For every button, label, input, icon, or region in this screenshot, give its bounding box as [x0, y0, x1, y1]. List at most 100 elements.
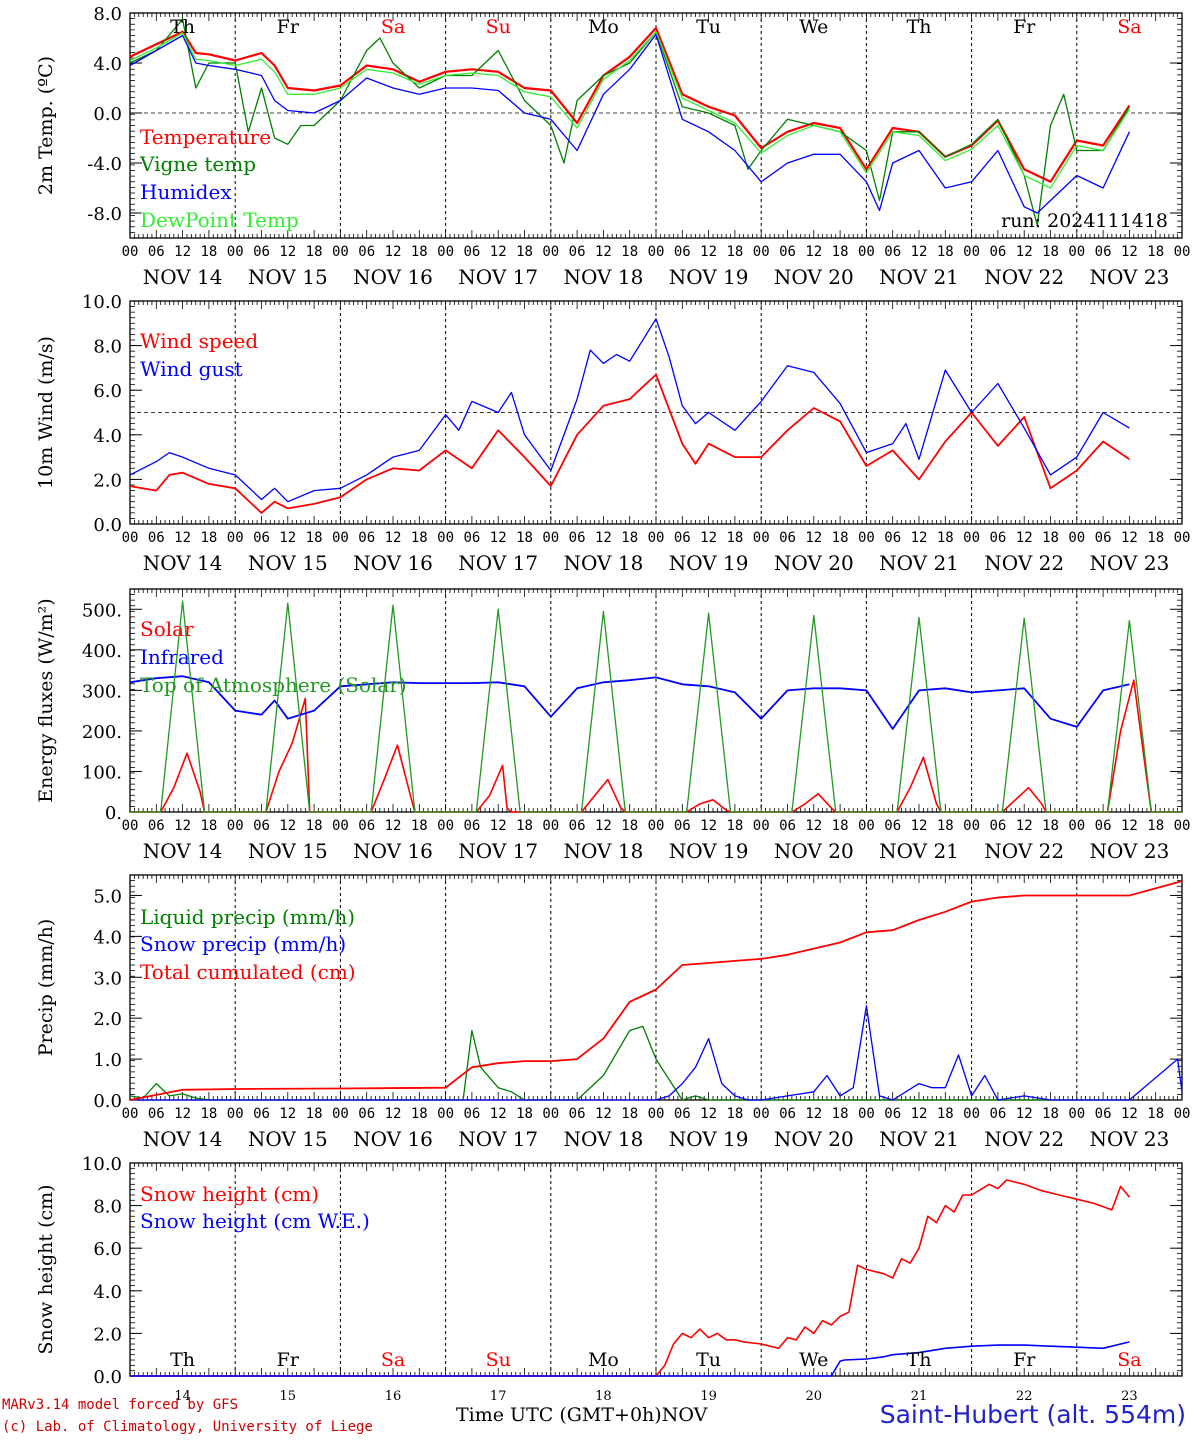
- hour-tick-label: 06: [674, 1106, 691, 1122]
- hour-tick-label: 06: [884, 1106, 901, 1122]
- hour-tick-label: 00: [437, 530, 454, 546]
- y-tick-label: 4.0: [93, 54, 122, 75]
- weekday-label: Fr: [1013, 1349, 1036, 1371]
- date-label: NOV 16: [353, 265, 433, 289]
- hour-tick-label: 18: [516, 818, 533, 834]
- hour-tick-label: 06: [148, 818, 165, 834]
- y-tick-label: 8.0: [93, 1197, 122, 1218]
- run-label: run: 2024111418: [1001, 210, 1168, 232]
- hour-tick-label: 06: [253, 818, 270, 834]
- date-label: NOV 17: [458, 265, 538, 289]
- hour-tick-label: 18: [200, 244, 217, 260]
- hour-tick-label: 00: [542, 1106, 559, 1122]
- hour-tick-label: 00: [648, 530, 665, 546]
- day-number-label: 20: [806, 1389, 823, 1404]
- hour-tick-label: 18: [411, 818, 428, 834]
- day-number-label: 15: [280, 1389, 297, 1404]
- hour-tick-label: 00: [122, 530, 139, 546]
- hour-tick-label: 18: [1147, 530, 1164, 546]
- hour-tick-label: 00: [542, 818, 559, 834]
- legend-entry: Snow precip (mm/h): [140, 932, 346, 956]
- date-label: NOV 23: [1090, 551, 1170, 575]
- hour-tick-label: 00: [858, 818, 875, 834]
- legend-entry: Top of Atmosphere (Solar): [140, 673, 407, 697]
- legend-entry: Wind gust: [140, 357, 243, 381]
- hour-tick-label: 18: [516, 244, 533, 260]
- weekday-label: Mo: [588, 16, 619, 38]
- date-label: NOV 20: [774, 1127, 854, 1151]
- weekday-label: Tu: [696, 16, 721, 38]
- weekday-label: Th: [907, 1349, 932, 1371]
- hour-tick-label: 12: [279, 818, 296, 834]
- date-label: NOV 17: [458, 1127, 538, 1151]
- y-tick-label: 6.0: [93, 1239, 122, 1260]
- y-tick-label: 0.0: [93, 515, 122, 536]
- y-tick-label: 4.0: [93, 426, 122, 447]
- hour-tick-label: 18: [937, 244, 954, 260]
- y-tick-label: 0.0: [93, 1367, 122, 1388]
- hour-tick-label: 18: [1147, 818, 1164, 834]
- weekday-label: Su: [486, 1349, 511, 1371]
- hour-tick-label: 12: [911, 530, 928, 546]
- hour-tick-label: 00: [753, 1106, 770, 1122]
- hour-tick-label: 12: [1121, 244, 1138, 260]
- hour-tick-label: 12: [911, 244, 928, 260]
- hour-tick-label: 06: [253, 1106, 270, 1122]
- x-axis-title: Time UTC (GMT+0h)NOV: [456, 1404, 707, 1426]
- hour-tick-label: 12: [1016, 818, 1033, 834]
- y-tick-label: 100.: [82, 762, 122, 783]
- day-number-label: 16: [385, 1389, 402, 1404]
- hour-tick-label: 06: [674, 818, 691, 834]
- day-number-label: 23: [1121, 1389, 1138, 1404]
- hour-tick-label: 06: [779, 530, 796, 546]
- legend-entry: Infrared: [140, 645, 224, 669]
- date-label: NOV 16: [353, 1127, 433, 1151]
- hour-tick-label: 06: [1095, 244, 1112, 260]
- date-label: NOV 21: [879, 1127, 959, 1151]
- hour-tick-label: 18: [306, 1106, 323, 1122]
- hour-tick-label: 06: [569, 244, 586, 260]
- date-label: NOV 17: [458, 551, 538, 575]
- hour-tick-label: 12: [174, 1106, 191, 1122]
- station-name: Saint-Hubert (alt. 554m): [879, 1400, 1186, 1429]
- panel-1: 8.0 4.0 0.0 -4.0 -8.0 2m Temp. (ºC) Temperatur…: [35, 4, 1190, 289]
- date-label: NOV 22: [984, 551, 1064, 575]
- date-label: NOV 19: [669, 551, 749, 575]
- date-label: NOV 14: [143, 1127, 223, 1151]
- hour-tick-label: 18: [516, 1106, 533, 1122]
- hour-tick-label: 00: [1068, 530, 1085, 546]
- legend-entry: Humidex: [140, 180, 232, 204]
- hour-tick-label: 06: [779, 1106, 796, 1122]
- hour-tick-label: 18: [411, 1106, 428, 1122]
- hour-tick-label: 00: [227, 1106, 244, 1122]
- y-tick-label: 0.0: [93, 1091, 122, 1112]
- hour-tick-label: 06: [1095, 818, 1112, 834]
- hour-tick-label: 12: [1016, 1106, 1033, 1122]
- hour-tick-label: 00: [1068, 818, 1085, 834]
- panel-3: 500. 400. 300. 200. 100. 0. Energy fluxes (W/m…: [35, 588, 1190, 863]
- hour-tick-label: 12: [279, 244, 296, 260]
- hour-tick-label: 12: [490, 818, 507, 834]
- hour-tick-label: 06: [358, 818, 375, 834]
- hour-tick-label: 12: [595, 244, 612, 260]
- hour-tick-label: 12: [490, 1106, 507, 1122]
- hour-tick-label: 00: [1068, 1106, 1085, 1122]
- y-tick-label: 200.: [82, 722, 122, 743]
- hour-tick-label: 12: [385, 818, 402, 834]
- date-label: NOV 22: [984, 839, 1064, 863]
- weekday-label: Fr: [277, 1349, 300, 1371]
- hour-tick-label: 06: [358, 530, 375, 546]
- hour-tick-label: 18: [1042, 244, 1059, 260]
- panel-5: 10.0 8.0 6.0 4.0 2.0 0.0 Snow height (cm) Snow …: [35, 1154, 1183, 1404]
- date-label: NOV 17: [458, 839, 538, 863]
- weekday-label: Mo: [588, 1349, 619, 1371]
- series-line-top-of-atmosphere-solar-: [130, 600, 1182, 813]
- date-label: NOV 20: [774, 551, 854, 575]
- hour-tick-label: 06: [463, 244, 480, 260]
- series-line-snow-precip-mm-h-: [130, 1005, 1183, 1101]
- date-label: NOV 15: [248, 839, 328, 863]
- hour-tick-label: 12: [1016, 244, 1033, 260]
- hour-tick-label: 12: [1121, 530, 1138, 546]
- y-tick-label: 2.0: [93, 1009, 122, 1030]
- hour-tick-label: 00: [648, 818, 665, 834]
